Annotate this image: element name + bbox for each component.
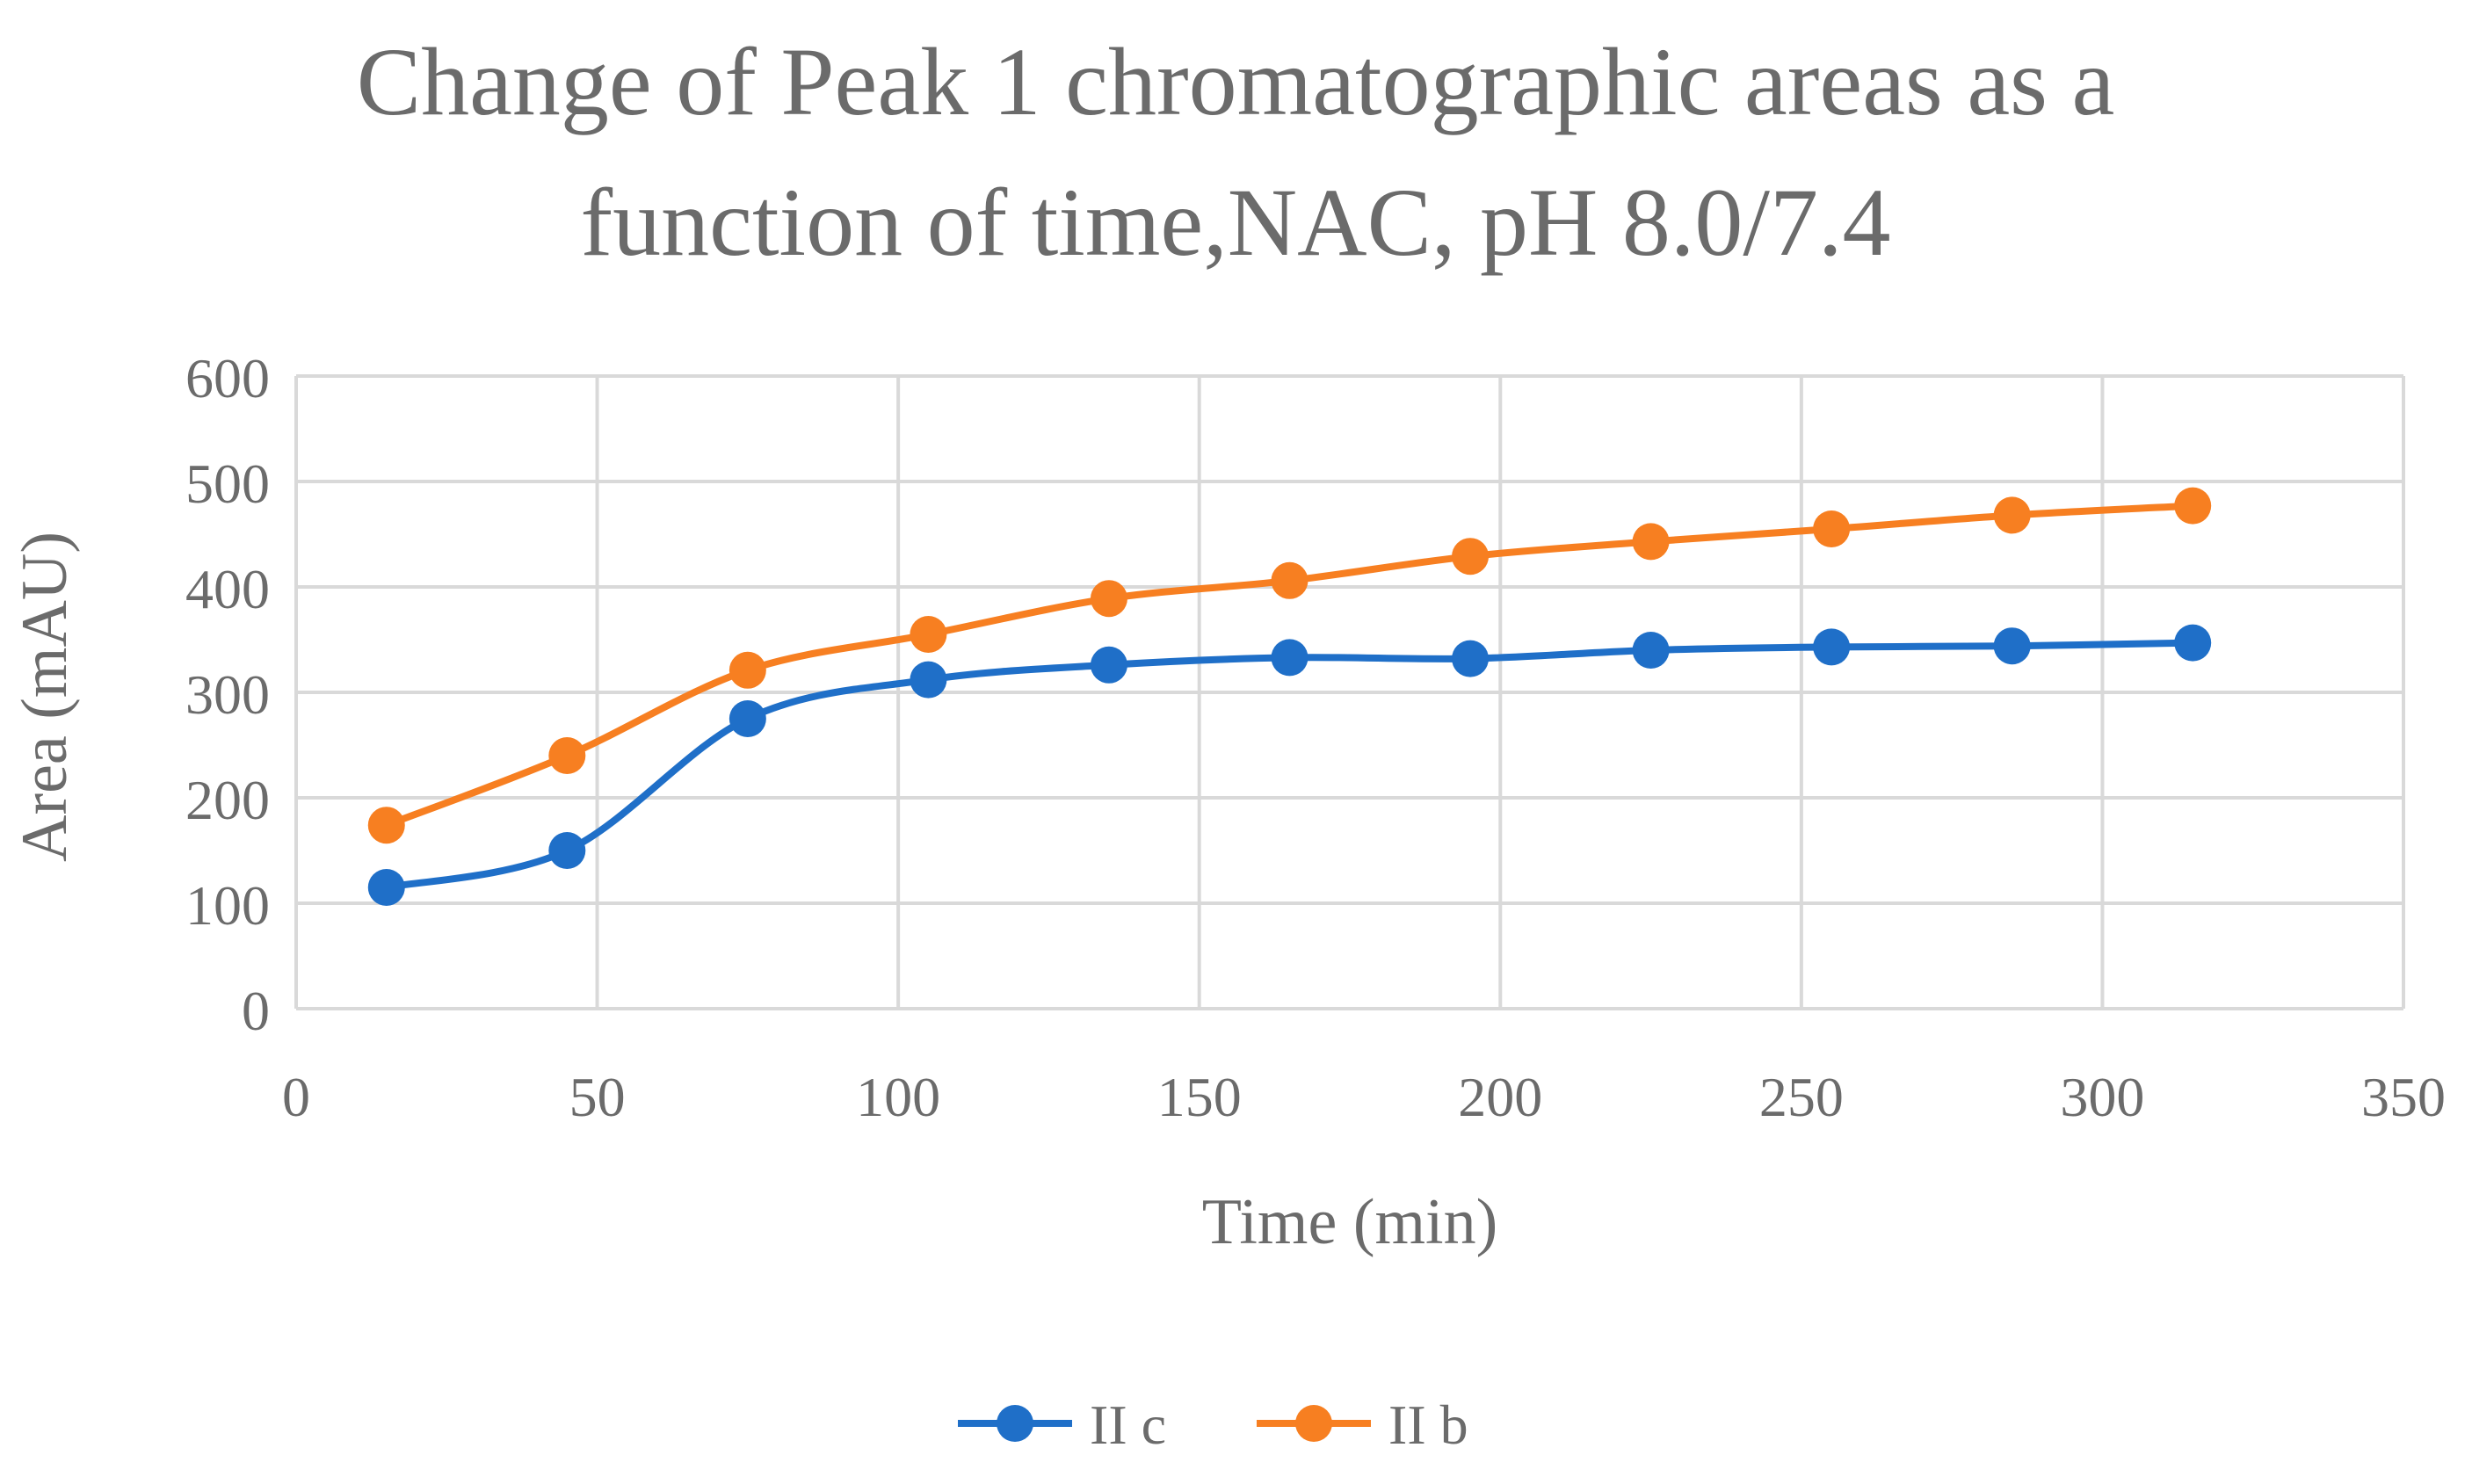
- y-tick-label: 600: [185, 347, 270, 409]
- series-lines: [367, 487, 2212, 906]
- data-point: [910, 616, 947, 653]
- data-point: [1271, 639, 1308, 677]
- legend-item: II c: [958, 1394, 1166, 1456]
- data-point: [548, 737, 586, 774]
- data-point: [1813, 628, 1851, 666]
- y-tick-label: 300: [185, 663, 270, 726]
- x-axis-title: Time (min): [1202, 1186, 1497, 1258]
- data-point: [1993, 627, 2031, 665]
- x-tick-label: 200: [1458, 1066, 1542, 1128]
- x-tick-label: 250: [1759, 1066, 1844, 1128]
- y-tick-label: 0: [242, 980, 270, 1042]
- series-line: [382, 639, 2197, 891]
- x-tick-label: 300: [2060, 1066, 2144, 1128]
- x-tick-labels: 0 50 100 150 200 250 300 350: [282, 1066, 2446, 1128]
- x-tick-label: 350: [2361, 1066, 2446, 1128]
- series-1: [367, 487, 2212, 844]
- data-point: [367, 807, 405, 844]
- chart-title-line-1: Change of Peak 1 chromatographic areas a…: [357, 28, 2115, 135]
- x-tick-label: 0: [282, 1066, 310, 1128]
- y-axis-title: Area (mAU): [9, 532, 81, 862]
- data-point: [1993, 496, 2031, 534]
- data-point: [548, 832, 586, 869]
- data-point: [1632, 632, 1670, 669]
- data-point: [2174, 487, 2212, 525]
- data-point: [1632, 523, 1670, 561]
- x-tick-label: 150: [1157, 1066, 1242, 1128]
- x-tick-label: 50: [569, 1066, 626, 1128]
- data-point: [1452, 538, 1490, 576]
- legend: II c II b: [958, 1394, 1468, 1456]
- axes: [294, 376, 2403, 1010]
- chart-title: Change of Peak 1 chromatographic areas a…: [357, 28, 2115, 276]
- series-0: [367, 624, 2212, 906]
- data-point: [2174, 624, 2212, 662]
- legend-item: II b: [1257, 1394, 1468, 1456]
- y-tick-label: 500: [185, 452, 270, 515]
- legend-marker: [997, 1405, 1033, 1442]
- y-tick-labels: 0 100 200 300 400 500 600: [185, 347, 270, 1042]
- y-tick-label: 200: [185, 769, 270, 831]
- data-point: [729, 651, 766, 689]
- legend-label: II b: [1388, 1394, 1468, 1456]
- data-point: [1271, 561, 1308, 599]
- y-tick-label: 100: [185, 874, 270, 937]
- chart-title-line-2: function of time,NAC, pH 8.0/7.4: [581, 169, 1891, 276]
- y-tick-label: 400: [185, 558, 270, 620]
- x-tick-label: 100: [856, 1066, 940, 1128]
- data-point: [367, 869, 405, 906]
- data-point: [1813, 510, 1851, 547]
- gridlines: [296, 374, 2405, 1009]
- legend-marker: [1295, 1405, 1332, 1442]
- data-point: [729, 700, 766, 737]
- data-point: [1090, 646, 1127, 684]
- data-point: [910, 661, 947, 699]
- data-point: [1090, 580, 1127, 618]
- legend-label: II c: [1090, 1394, 1166, 1456]
- data-point: [1452, 640, 1490, 677]
